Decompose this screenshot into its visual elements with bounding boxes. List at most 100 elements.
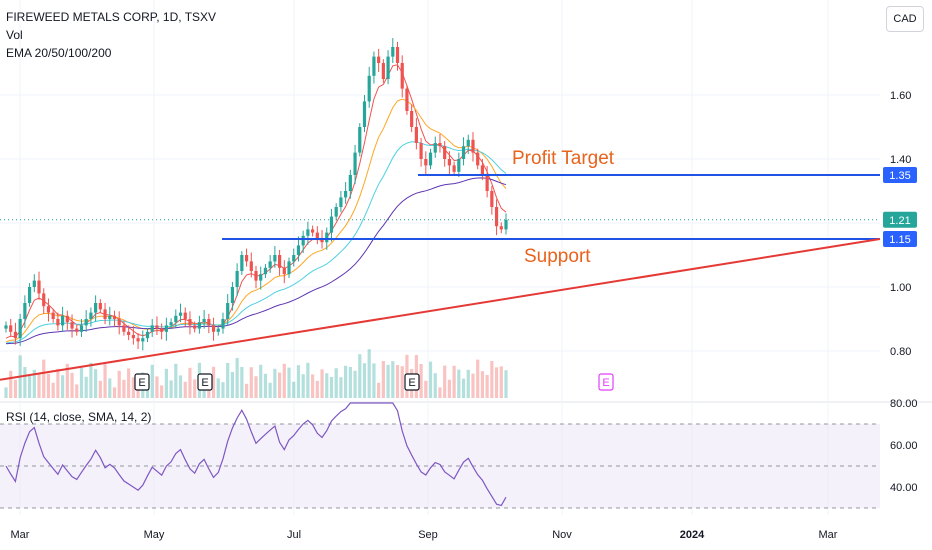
candle-body xyxy=(65,315,69,323)
volume-bar xyxy=(61,375,65,398)
volume-bars xyxy=(4,349,508,398)
candle-body xyxy=(160,328,164,332)
price-axis: 1.601.401.201.000.801.351.211.15 xyxy=(883,90,917,358)
candle-body xyxy=(207,319,211,326)
candle-body xyxy=(273,255,277,262)
candle-body xyxy=(438,143,442,147)
price-badge xyxy=(883,167,917,183)
candle-body xyxy=(244,255,249,262)
volume-bar xyxy=(42,359,46,398)
volume-bar xyxy=(155,376,159,398)
candle-body xyxy=(98,303,102,310)
candle-body xyxy=(112,315,117,319)
candle-body xyxy=(466,139,470,147)
candle-body xyxy=(9,325,13,332)
currency-button[interactable]: CAD xyxy=(886,6,924,32)
volume-bar xyxy=(131,377,135,398)
candle-body xyxy=(433,143,437,153)
volume-bar xyxy=(226,363,230,398)
volume-bar xyxy=(27,376,32,398)
volume-bar xyxy=(75,384,79,398)
candle-body xyxy=(145,331,150,339)
ema-legend: EMA 20/50/100/200 xyxy=(6,46,112,60)
candle-body xyxy=(277,255,282,268)
candle-body xyxy=(287,261,291,275)
candle-body xyxy=(414,127,418,143)
volume-bar xyxy=(136,386,140,398)
volume-bar xyxy=(433,373,437,398)
candle-body xyxy=(311,229,315,233)
candle-body xyxy=(424,159,428,166)
candle-body xyxy=(174,315,178,323)
candle-body xyxy=(325,232,329,243)
volume-bar xyxy=(292,381,296,398)
volume-bar xyxy=(89,362,93,398)
volume-bar xyxy=(480,371,485,398)
candle-body xyxy=(410,111,414,127)
candle-body xyxy=(443,146,447,159)
trendline xyxy=(0,238,881,381)
volume-bar xyxy=(358,354,362,398)
volume-bar xyxy=(240,367,244,398)
candle-body xyxy=(490,191,494,207)
volume-bar xyxy=(311,374,315,398)
volume-bar xyxy=(51,382,55,398)
price-tick-label: 1.60 xyxy=(890,90,911,102)
candle-body xyxy=(428,152,433,166)
candle-body xyxy=(471,139,475,153)
candle-body xyxy=(344,191,348,198)
candle-body xyxy=(457,159,461,172)
volume-bar xyxy=(362,363,367,398)
candle-body xyxy=(84,319,88,326)
price-badge xyxy=(883,231,917,247)
earnings-marker-label: E xyxy=(602,377,609,389)
volume-bar xyxy=(13,379,18,398)
candle-body xyxy=(13,331,18,339)
volume-bar xyxy=(259,364,263,398)
drawings xyxy=(0,174,881,381)
candle-body xyxy=(372,56,376,76)
candle-body xyxy=(122,325,126,332)
volume-bar xyxy=(381,361,385,398)
price-badge-label: 1.21 xyxy=(889,215,910,227)
candle-body xyxy=(211,325,216,332)
candle-body xyxy=(504,219,508,230)
candle-body xyxy=(461,146,466,159)
candle-body xyxy=(329,216,334,233)
candle-body xyxy=(150,325,154,332)
volume-bar xyxy=(164,368,168,398)
price-tick-label: 1.40 xyxy=(890,154,911,166)
volume-bar xyxy=(65,363,69,398)
volume-bar xyxy=(23,367,27,398)
candle-body xyxy=(226,303,230,319)
candle-body xyxy=(117,319,121,326)
volume-bar xyxy=(301,374,305,398)
volume-bar xyxy=(268,382,272,398)
earnings-marker-label: E xyxy=(201,377,208,389)
volume-bar xyxy=(160,385,164,398)
volume-bar xyxy=(461,378,466,398)
candle-body xyxy=(306,229,310,236)
volume-bar xyxy=(84,376,88,398)
volume-bar xyxy=(37,373,41,398)
candle-body xyxy=(46,306,51,313)
time-axis: Mar May Jul Sep Nov 2024 Mar xyxy=(11,529,838,541)
volume-bar xyxy=(169,380,173,398)
earnings-marker-label: E xyxy=(408,377,415,389)
candle-body xyxy=(188,319,192,326)
ema-line xyxy=(5,98,507,343)
price-badge xyxy=(883,211,917,228)
volume-bar xyxy=(174,363,178,398)
volume-bar xyxy=(254,376,258,398)
annotation-label: Profit Target xyxy=(512,148,615,169)
earnings-marker xyxy=(197,373,213,391)
candle-body xyxy=(193,325,197,329)
candle-body xyxy=(42,293,46,307)
candle-body xyxy=(183,312,187,319)
volume-bar xyxy=(391,361,395,398)
candle-body xyxy=(485,175,489,191)
candle-body xyxy=(249,261,253,271)
volume-bar xyxy=(466,369,470,398)
